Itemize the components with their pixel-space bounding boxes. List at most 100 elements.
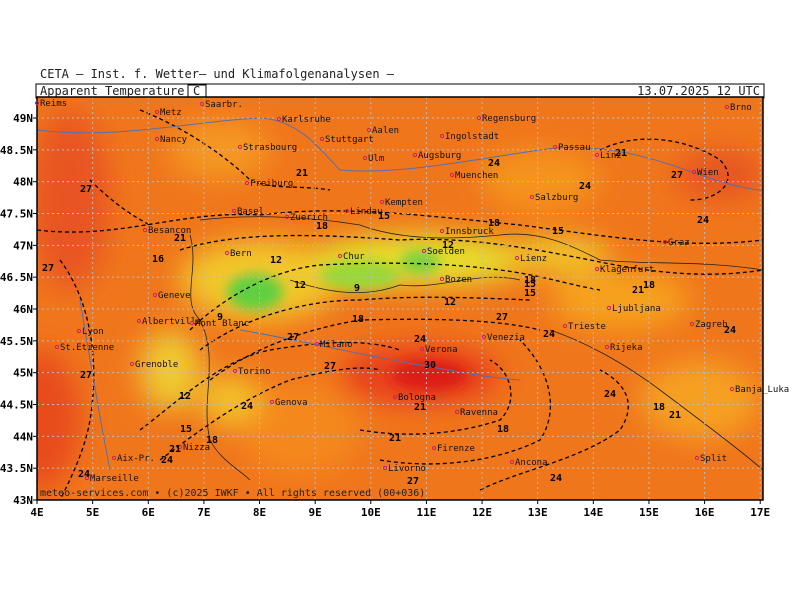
- lat-label: 44N: [13, 430, 33, 443]
- city-dot: [189, 320, 195, 326]
- city-label: Ancona: [515, 458, 548, 468]
- contour-label: 27: [42, 263, 54, 274]
- city-label: Graz: [668, 238, 690, 248]
- city-dot: [142, 227, 148, 233]
- city-dot: [231, 208, 237, 214]
- lat-label: 45N: [13, 367, 33, 380]
- contour-label: 24: [550, 473, 562, 484]
- city-dot: [314, 341, 320, 347]
- lon-label: 4E: [30, 506, 43, 519]
- contour-label: 24: [78, 469, 90, 480]
- city-label: Basel: [237, 207, 264, 217]
- lat-label: 49N: [13, 112, 33, 125]
- city-dot: [392, 394, 398, 400]
- city-dot: [431, 445, 437, 451]
- contour-label: 27: [407, 476, 419, 487]
- city-dot: [224, 250, 230, 256]
- contour-label: 27: [496, 312, 508, 323]
- contour-label: 21: [414, 402, 426, 413]
- contour-label: 12: [270, 255, 282, 266]
- city-label: Firenze: [437, 444, 475, 454]
- city-label: Split: [700, 454, 727, 464]
- lon-label: 16E: [695, 506, 715, 519]
- city-label: Passau: [558, 143, 591, 153]
- city-label: Reims: [40, 99, 67, 109]
- city-label: Kempten: [385, 198, 423, 208]
- city-dot: [54, 344, 60, 350]
- contour-label: 30: [424, 360, 436, 371]
- contour-label: 18: [497, 424, 509, 435]
- lat-label: 47N: [13, 239, 33, 252]
- city-dot: [729, 386, 735, 392]
- cities: Reims Saarbr. Brno Metz Karlsruhe Regensburg A…: [34, 99, 789, 484]
- city-label: Klagenfurt: [600, 265, 654, 275]
- lat-label: 46.5N: [0, 271, 33, 284]
- city-dot: [366, 127, 372, 133]
- city-dot: [476, 115, 482, 121]
- contours: [37, 109, 763, 500]
- lon-label: 8E: [253, 506, 266, 519]
- city-dot: [232, 368, 238, 374]
- contour-label: 15: [524, 279, 536, 290]
- contour-label: 21: [296, 168, 308, 179]
- contour-label: 18: [653, 402, 665, 413]
- city-label: Milano: [320, 340, 353, 350]
- borders: [189, 216, 763, 481]
- city-dot: [362, 155, 368, 161]
- city-dot: [76, 328, 82, 334]
- datetime: 13.07.2025 12 UTC: [637, 84, 760, 98]
- city-label: Bozen: [445, 275, 472, 285]
- city-label: Verona: [425, 345, 458, 355]
- city-dot: [177, 444, 183, 450]
- lon-label: 7E: [197, 506, 210, 519]
- city-dot: [594, 152, 600, 158]
- contour-label: 18: [488, 218, 500, 229]
- city-label: Chur: [343, 252, 365, 262]
- city-dot: [136, 318, 142, 324]
- lat-label: 47.5N: [0, 208, 33, 221]
- city-dot: [691, 169, 697, 175]
- contour-label: 21: [615, 148, 627, 159]
- city-dot: [689, 321, 695, 327]
- contour-label: 24: [724, 325, 736, 336]
- lat-label: 43N: [13, 494, 33, 507]
- map-frame: [36, 96, 764, 501]
- contour-label: 21: [169, 444, 181, 455]
- city-dot: [454, 409, 460, 415]
- lat-label: 44.5N: [0, 399, 33, 412]
- city-dot: [514, 255, 520, 261]
- city-dot: [337, 253, 343, 259]
- contour-label: 12: [294, 280, 306, 291]
- contour-label: 27: [80, 184, 92, 195]
- city-dot: [439, 133, 445, 139]
- city-label: Besancon: [148, 226, 191, 236]
- city-dot: [724, 104, 730, 110]
- city-dot: [269, 399, 275, 405]
- contour-label: 21: [389, 433, 401, 444]
- city-label: Venezia: [487, 333, 525, 343]
- contour-label: 27: [671, 170, 683, 181]
- city-label: Geneve: [158, 291, 191, 301]
- city-dot: [412, 152, 418, 158]
- city-label: Livorno: [388, 464, 426, 474]
- city-dot: [154, 109, 160, 115]
- contour-label: 18: [206, 435, 218, 446]
- city-dot: [421, 248, 427, 254]
- lon-label: 15E: [639, 506, 659, 519]
- city-dot: [509, 459, 515, 465]
- city-dot: [662, 239, 668, 245]
- city-label: St.Etienne: [60, 343, 114, 353]
- city-label: Ravenna: [460, 408, 498, 418]
- city-dot: [34, 100, 40, 106]
- city-label: Mont Blanc: [195, 319, 249, 329]
- city-dot: [84, 475, 90, 481]
- city-dot: [284, 214, 290, 220]
- lon-label: 9E: [309, 506, 322, 519]
- lon-label: 13E: [528, 506, 548, 519]
- contour-label: 24: [579, 181, 591, 192]
- contour-label: 15: [180, 424, 192, 435]
- contour-label: 21: [174, 233, 186, 244]
- city-label: Zagreb: [695, 320, 728, 330]
